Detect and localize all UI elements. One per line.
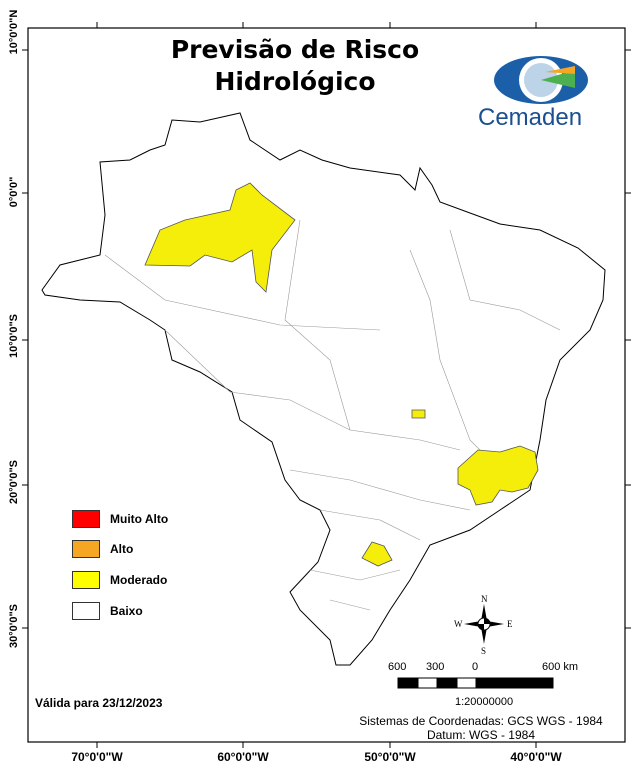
legend-swatch xyxy=(72,571,100,589)
risk-area-goias xyxy=(411,409,426,419)
legend-item-moderado: Moderado xyxy=(72,571,167,589)
legend-swatch xyxy=(72,602,100,620)
legend-label: Alto xyxy=(110,542,134,556)
compass-w: W xyxy=(454,619,463,629)
map-title: Previsão de Risco Hidrológico xyxy=(140,34,450,98)
legend-label: Muito Alto xyxy=(110,512,169,526)
scale-label-600km: 600 km xyxy=(542,661,579,673)
legend-swatch xyxy=(72,540,100,558)
risk-area-minas-espirito-santo xyxy=(457,445,539,506)
compass-rose-icon xyxy=(464,604,504,644)
title-line-2: Hidrológico xyxy=(214,67,376,96)
lat-label-20s: 20°0'0"S xyxy=(8,459,20,505)
compass-e: E xyxy=(507,619,513,629)
coordinate-system: Sistemas de Coordenadas: GCS WGS - 1984 … xyxy=(340,714,622,742)
compass-s: S xyxy=(481,646,487,656)
coordinate-system-line: Sistemas de Coordenadas: GCS WGS - 1984 xyxy=(359,714,603,728)
legend-item-alto: Alto xyxy=(72,540,133,558)
scale-bar-graphic xyxy=(397,677,554,689)
scale-label-300: 300 xyxy=(426,661,445,673)
scale-ratio: 1:20000000 xyxy=(455,696,514,708)
risk-areas-moderado xyxy=(144,182,539,567)
state-boundaries xyxy=(104,219,561,611)
scale-label-600: 600 xyxy=(388,661,407,673)
risk-area-parana xyxy=(361,541,393,567)
legend-label: Baixo xyxy=(110,604,143,618)
cemaden-logo: Cemaden xyxy=(478,104,583,131)
lon-label-60w: 60°0'0"W xyxy=(217,750,269,764)
logo-emblem xyxy=(494,56,588,104)
datum-line: Datum: WGS - 1984 xyxy=(426,728,536,742)
lat-label-10s: 10°0'0"S xyxy=(8,313,20,359)
lon-label-70w: 70°0'0"W xyxy=(71,750,123,764)
legend-label: Moderado xyxy=(110,573,168,587)
compass-n: N xyxy=(481,594,488,604)
legend-swatch xyxy=(72,510,100,528)
lon-label-40w: 40°0'0"W xyxy=(510,750,562,764)
title-line-1: Previsão de Risco xyxy=(170,35,420,64)
lat-label-10n: 10°0'0"N xyxy=(8,9,20,55)
scale-label-0: 0 xyxy=(472,661,479,673)
lon-label-50w: 50°0'0"W xyxy=(364,750,416,764)
legend-item-muito-alto: Muito Alto xyxy=(72,510,168,528)
legend-item-baixo: Baixo xyxy=(72,602,143,620)
lat-label-30s: 30°0'0"S xyxy=(8,603,20,649)
risk-area-amazonas xyxy=(144,182,296,293)
lat-label-0: 0°0'0" xyxy=(8,176,20,208)
valid-date: Válida para 23/12/2023 xyxy=(35,696,163,710)
graticule-ticks xyxy=(22,22,631,748)
